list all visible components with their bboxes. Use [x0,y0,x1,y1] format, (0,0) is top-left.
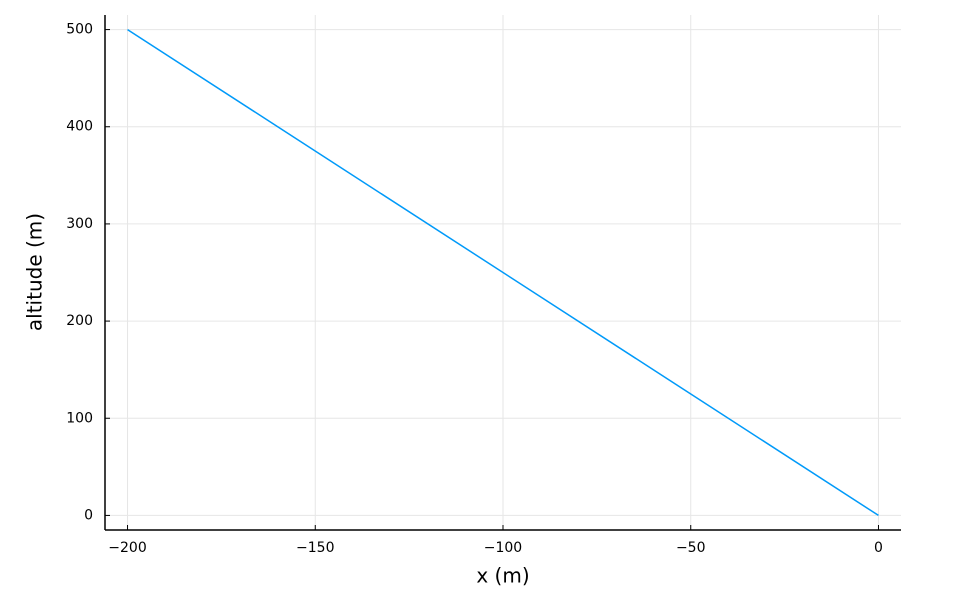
x-tick-label: −200 [108,540,146,556]
x-tick-label: −100 [484,540,522,556]
x-tick-label: 0 [874,540,883,556]
x-axis-title: x (m) [476,564,529,588]
y-tick-label: 200 [66,313,93,329]
y-tick-label: 300 [66,216,93,232]
line-series [127,28,879,517]
y-axis-title: altitude (m) [23,213,47,331]
y-tick-label: 400 [66,119,93,135]
y-tick-label: 500 [66,22,93,38]
y-tick-label: 100 [66,410,93,426]
x-tick-label: −150 [296,540,334,556]
y-tick-label: 0 [84,507,93,523]
x-tick-label: −50 [676,540,706,556]
